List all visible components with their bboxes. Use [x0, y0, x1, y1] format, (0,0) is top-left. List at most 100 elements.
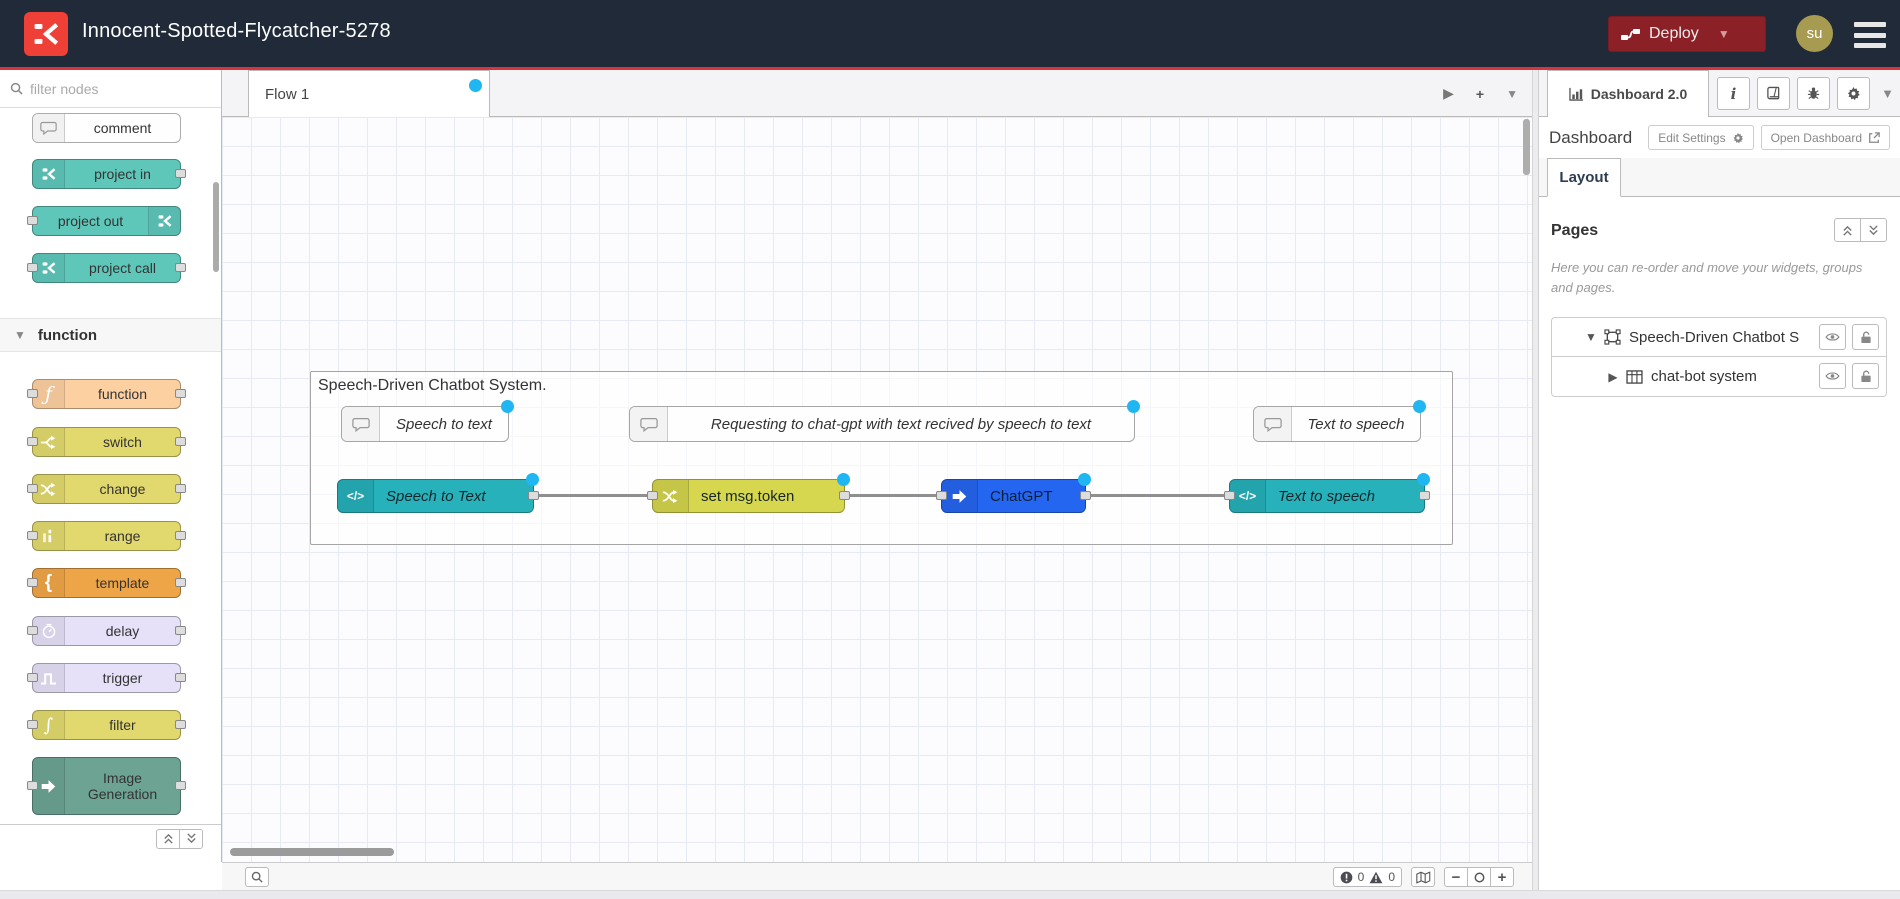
comment-node-request-chatgpt[interactable]: Requesting to chat-gpt with text recived… [629, 400, 1140, 442]
palette-search[interactable] [0, 70, 221, 108]
notifications-counter[interactable]: 0 0 [1332, 867, 1402, 887]
collapse-all-categories-button[interactable] [156, 828, 180, 849]
sidebar-tab-bar: Dashboard 2.0 i ▼ [1539, 70, 1900, 117]
output-port[interactable] [175, 626, 186, 635]
input-port[interactable] [27, 389, 38, 398]
input-port[interactable] [27, 531, 38, 540]
node-chatgpt[interactable]: ChatGPT [936, 473, 1091, 513]
canvas-vertical-scrollbar[interactable] [1523, 119, 1530, 175]
sidebar-resize-handle[interactable] [1532, 70, 1539, 890]
expand-all-pages-button[interactable] [1860, 218, 1887, 242]
edit-settings-button[interactable]: Edit Settings [1648, 125, 1754, 150]
input-port[interactable] [27, 216, 38, 225]
add-flow-button[interactable]: + [1475, 85, 1485, 102]
palette-node-comment[interactable]: comment [32, 113, 181, 143]
node-set-msg-token[interactable]: set msg.token [647, 473, 850, 513]
palette-filter-input[interactable] [30, 80, 180, 97]
palette-node-switch[interactable]: switch [27, 427, 186, 457]
visibility-eye-icon[interactable] [1819, 324, 1846, 350]
open-dashboard-button[interactable]: Open Dashboard [1760, 125, 1890, 150]
config-gear-icon[interactable] [1837, 77, 1870, 110]
wire[interactable] [534, 494, 652, 497]
flow-canvas[interactable]: Speech-Driven Chatbot System. Speech to … [222, 117, 1532, 862]
output-port[interactable] [175, 781, 186, 790]
input-port[interactable] [27, 437, 38, 446]
visibility-eye-icon[interactable] [1819, 363, 1846, 389]
node-speech-to-text[interactable]: </> Speech to Text [337, 473, 539, 513]
collapse-all-pages-button[interactable] [1834, 218, 1861, 242]
flow-group[interactable] [310, 371, 1453, 545]
palette-category-function[interactable]: ▼ function [0, 318, 221, 352]
output-port[interactable] [175, 673, 186, 682]
expand-all-categories-button[interactable] [179, 828, 203, 849]
output-port[interactable] [175, 389, 186, 398]
input-port[interactable] [27, 781, 38, 790]
tree-row-group-chat-bot-system[interactable]: ▶ chat-bot system [1552, 357, 1886, 396]
zoom-in-button[interactable]: + [1490, 867, 1514, 887]
tab-flow-1[interactable]: Flow 1 [248, 70, 490, 117]
palette-node-function[interactable]: ƒ function [27, 379, 186, 409]
comment-node-speech-to-text[interactable]: Speech to text [341, 400, 514, 442]
input-port[interactable] [1224, 491, 1235, 500]
table-grid-icon [1626, 369, 1643, 384]
input-port[interactable] [27, 484, 38, 493]
wire[interactable] [845, 494, 941, 497]
palette-node-label: range [104, 527, 141, 544]
output-port[interactable] [1080, 491, 1091, 500]
output-port[interactable] [175, 263, 186, 272]
input-port[interactable] [936, 491, 947, 500]
palette-node-project-call[interactable]: project call [27, 253, 186, 283]
output-port[interactable] [175, 720, 186, 729]
output-port[interactable] [839, 491, 850, 500]
palette-node-filter[interactable]: ∫ filter [27, 710, 186, 740]
palette-node-template[interactable]: { template [27, 568, 186, 598]
navigator-map-button[interactable] [1411, 867, 1435, 887]
input-port[interactable] [27, 263, 38, 272]
output-port[interactable] [175, 578, 186, 587]
chevron-right-icon[interactable]: ▶ [1608, 369, 1618, 384]
node-text-to-speech[interactable]: </> Text to speech [1224, 473, 1430, 513]
unlock-icon[interactable] [1852, 363, 1879, 389]
output-port[interactable] [175, 484, 186, 493]
tab-dashboard-2[interactable]: Dashboard 2.0 [1547, 70, 1709, 117]
palette-node-delay[interactable]: delay [27, 616, 186, 646]
tab-layout[interactable]: Layout [1547, 158, 1621, 197]
palette-node-image-generation[interactable]: Image Generation [27, 757, 186, 815]
tab-scroll-right-icon[interactable]: ▶ [1443, 85, 1454, 101]
chevron-down-icon[interactable]: ▼ [1585, 330, 1597, 344]
info-tab-icon[interactable]: i [1717, 77, 1750, 110]
palette-scrollbar[interactable] [213, 182, 219, 272]
wire[interactable] [1086, 494, 1229, 497]
input-port[interactable] [27, 720, 38, 729]
palette-node-project-in[interactable]: project in [32, 159, 186, 189]
canvas-search-button[interactable] [245, 867, 269, 887]
deploy-options-caret-icon[interactable]: ▼ [1717, 27, 1730, 41]
debug-bug-icon[interactable] [1797, 77, 1830, 110]
user-avatar[interactable]: su [1796, 15, 1833, 52]
deploy-button[interactable]: Deploy ▼ [1608, 16, 1766, 52]
palette-node-project-out[interactable]: project out [27, 206, 181, 236]
tree-row-page-speech-driven-chatbot[interactable]: ▼ Speech-Driven Chatbot S [1552, 318, 1886, 357]
flow-list-caret-icon[interactable]: ▼ [1506, 86, 1518, 101]
output-port[interactable] [175, 169, 186, 178]
input-port[interactable] [647, 491, 658, 500]
help-book-icon[interactable] [1757, 77, 1790, 110]
canvas-horizontal-scrollbar[interactable] [230, 848, 394, 856]
sidebar-tabs-caret-icon[interactable]: ▼ [1881, 86, 1894, 101]
palette-node-trigger[interactable]: trigger [27, 663, 186, 693]
input-port[interactable] [27, 578, 38, 587]
unlock-icon[interactable] [1852, 324, 1879, 350]
output-port[interactable] [175, 437, 186, 446]
palette-node-change[interactable]: change [27, 474, 186, 504]
input-port[interactable] [27, 673, 38, 682]
main-menu-icon[interactable] [1854, 22, 1886, 48]
palette-node-range[interactable]: range [27, 521, 186, 551]
output-port[interactable] [528, 491, 539, 500]
zoom-out-button[interactable]: − [1444, 867, 1468, 887]
output-port[interactable] [1419, 491, 1430, 500]
zoom-reset-button[interactable] [1467, 867, 1491, 887]
project-call-icon [33, 254, 65, 282]
comment-node-text-to-speech[interactable]: Text to speech [1253, 400, 1426, 442]
output-port[interactable] [175, 531, 186, 540]
input-port[interactable] [27, 626, 38, 635]
